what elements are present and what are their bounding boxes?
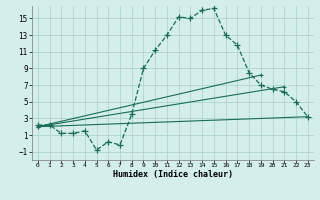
X-axis label: Humidex (Indice chaleur): Humidex (Indice chaleur) [113,170,233,179]
